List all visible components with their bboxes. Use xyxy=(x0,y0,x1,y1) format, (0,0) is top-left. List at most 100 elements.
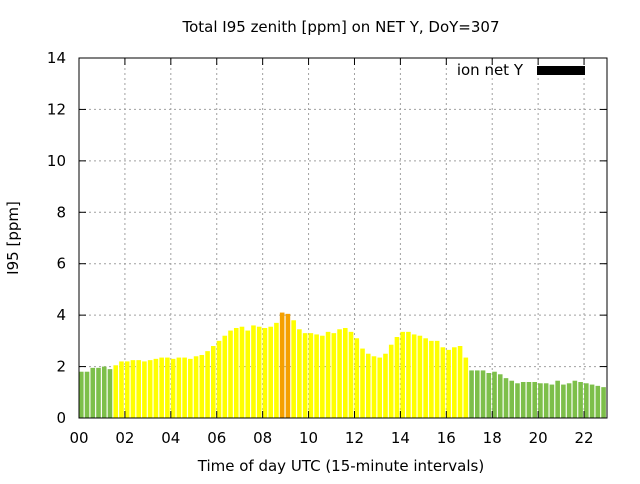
bar xyxy=(348,331,354,418)
bar xyxy=(90,367,96,418)
bar xyxy=(509,380,515,418)
bar xyxy=(320,335,325,418)
bar xyxy=(256,326,262,418)
bar xyxy=(308,333,314,418)
x-axis-label: Time of day UTC (15-minute intervals) xyxy=(197,457,484,475)
bar xyxy=(216,340,222,418)
x-tick-label: 20 xyxy=(529,429,548,447)
bar xyxy=(526,382,532,418)
bar xyxy=(251,325,256,418)
bar xyxy=(274,322,279,418)
y-tick-label: 10 xyxy=(47,152,66,170)
plot-frame xyxy=(78,57,608,419)
bar xyxy=(211,346,216,418)
bar xyxy=(457,346,463,418)
bar xyxy=(475,370,480,418)
bar xyxy=(406,331,411,418)
bar xyxy=(515,383,520,418)
bar xyxy=(228,330,233,418)
bar xyxy=(136,360,141,418)
y-tick-label: 2 xyxy=(56,358,66,376)
bar xyxy=(601,387,606,418)
bar xyxy=(285,313,291,418)
bar xyxy=(119,361,124,418)
y-tick-label: 12 xyxy=(47,100,66,118)
x-tick-label: 04 xyxy=(161,429,180,447)
bar xyxy=(79,371,84,418)
bar xyxy=(354,338,360,418)
y-tick-label: 4 xyxy=(56,306,66,324)
bar xyxy=(147,360,153,418)
bar xyxy=(584,383,589,418)
bar xyxy=(343,328,348,418)
bar xyxy=(595,385,601,418)
bar xyxy=(400,331,405,418)
bar xyxy=(222,335,228,418)
bar xyxy=(429,340,434,418)
bar xyxy=(555,380,560,418)
bar xyxy=(153,358,159,418)
bar xyxy=(377,357,383,418)
bar xyxy=(268,326,273,418)
x-tick-label: 22 xyxy=(574,429,593,447)
bar xyxy=(572,380,578,418)
bar xyxy=(142,361,147,418)
bar xyxy=(463,357,469,418)
bar xyxy=(434,340,440,418)
bar xyxy=(503,378,509,418)
bar xyxy=(446,349,451,418)
bar xyxy=(101,366,107,418)
chart-title: Total I95 zenith [ppm] on NET Y, DoY=307 xyxy=(181,18,499,36)
bar xyxy=(365,353,371,418)
bar xyxy=(176,357,182,418)
bar xyxy=(239,326,245,418)
bar xyxy=(543,383,549,418)
bar xyxy=(262,328,268,418)
bar xyxy=(170,358,176,418)
bar xyxy=(188,358,193,418)
x-tick-label: 12 xyxy=(345,429,364,447)
x-tick-label: 14 xyxy=(391,429,410,447)
x-tick-label: 16 xyxy=(437,429,456,447)
bar xyxy=(492,371,497,418)
bar xyxy=(589,384,595,418)
x-tick-label: 10 xyxy=(299,429,318,447)
bar xyxy=(279,312,285,418)
bar xyxy=(337,329,342,418)
bar xyxy=(124,361,130,418)
bar xyxy=(245,330,251,418)
y-tick-label: 0 xyxy=(56,409,66,427)
x-tick-label: 02 xyxy=(115,429,134,447)
bar xyxy=(325,331,331,418)
bar xyxy=(388,344,394,418)
bar xyxy=(159,357,164,418)
x-tick-label: 00 xyxy=(69,429,88,447)
bar xyxy=(566,383,572,418)
bar xyxy=(394,337,400,418)
bar xyxy=(469,370,474,418)
bar xyxy=(497,374,503,418)
bar xyxy=(538,383,543,418)
legend-label: ion net Y xyxy=(457,61,524,79)
bar xyxy=(130,360,136,418)
bar xyxy=(193,356,199,418)
bar xyxy=(107,369,113,418)
bar xyxy=(165,357,170,418)
bar xyxy=(360,348,365,418)
bar xyxy=(532,382,537,418)
bar xyxy=(520,382,526,418)
bar xyxy=(233,328,239,418)
bar xyxy=(440,347,446,418)
bar xyxy=(84,371,90,418)
bars-group xyxy=(79,312,606,418)
bar xyxy=(182,357,187,418)
bar xyxy=(291,320,296,418)
x-tick-label: 06 xyxy=(207,429,226,447)
bar xyxy=(199,355,205,418)
bar xyxy=(383,353,388,418)
x-tick-label: 18 xyxy=(483,429,502,447)
bar xyxy=(297,329,302,418)
bar xyxy=(314,334,319,418)
